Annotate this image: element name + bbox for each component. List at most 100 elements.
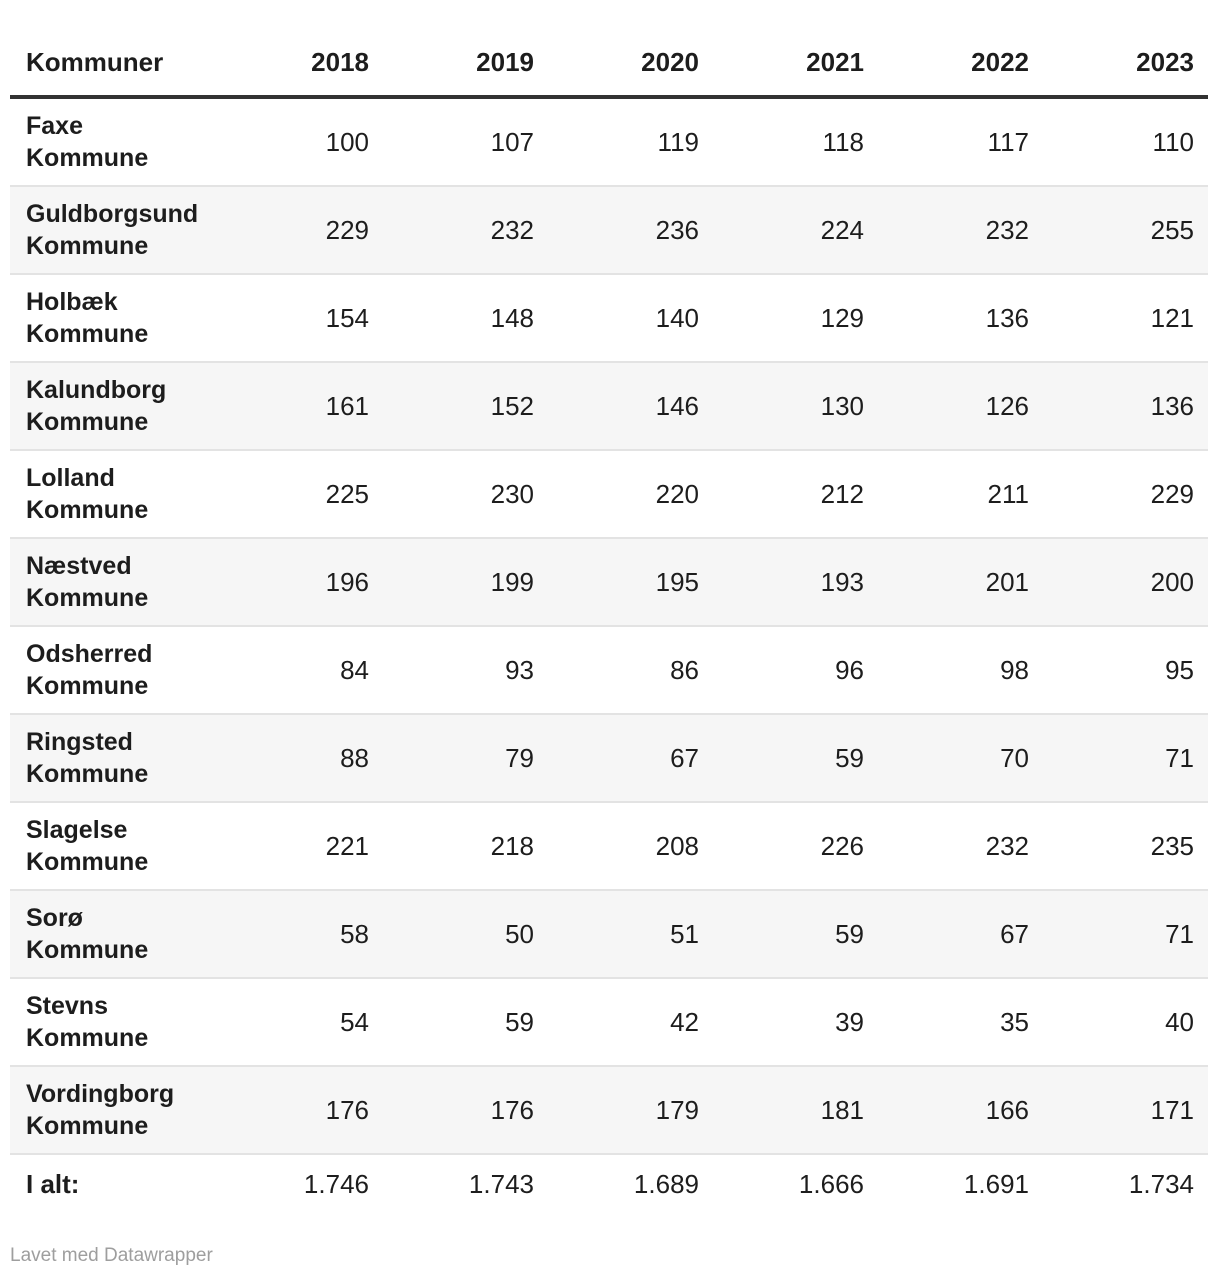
value-cell-2020: 179: [655, 1094, 699, 1125]
value-cell-2019: 59: [505, 1006, 534, 1037]
value-cell-2019: 199: [490, 566, 534, 597]
total-label: I alt:: [26, 1169, 80, 1199]
value-cell-2020: 42: [670, 1006, 699, 1037]
municipality-name: Kalundborg Kommune: [10, 362, 218, 450]
municipality-name: Næstved Kommune: [10, 538, 218, 626]
value-cell-2018: 221: [325, 830, 369, 861]
value-cell-2022: 98: [1000, 654, 1029, 685]
value-cell-2023: 136: [1150, 390, 1194, 421]
municipalities-table: Kommuner 2018 2019 2020 2021 2022 2023 F…: [10, 26, 1208, 1214]
value-cell-2022: 70: [1000, 742, 1029, 773]
value-cell-2020: 140: [655, 302, 699, 333]
table-row-soroe: Sorø Kommune 58 50 51 59 67 71: [10, 890, 1208, 978]
municipality-name-line2: Kommune: [26, 584, 149, 612]
municipality-name-line1: Guldborgsund: [26, 200, 199, 228]
value-cell-2023: 235: [1150, 830, 1194, 861]
value-cell-2021: 181: [820, 1094, 864, 1125]
municipality-name: Sorø Kommune: [10, 890, 218, 978]
value-cell-2019: 93: [505, 654, 534, 685]
municipality-name: Guldborgsund Kommune: [10, 186, 218, 274]
municipality-name-line1: Stevns: [26, 992, 108, 1020]
municipality-name: Vordingborg Kommune: [10, 1066, 218, 1154]
value-cell-2021: 226: [820, 830, 864, 861]
value-cell-2021: 224: [820, 214, 864, 245]
table-row-vordingborg: Vordingborg Kommune 176 176 179 181 166 …: [10, 1066, 1208, 1154]
value-cell-2023: 110: [1152, 126, 1194, 157]
total-cell-2023: 1.734: [1128, 1169, 1194, 1199]
total-cell-2020: 1.689: [633, 1169, 699, 1199]
table-row-lolland: Lolland Kommune 225 230 220 212 211 229: [10, 450, 1208, 538]
value-cell-2021: 130: [820, 390, 864, 421]
total-cell-2021: 1.666: [798, 1169, 864, 1199]
value-cell-2020: 236: [655, 214, 699, 245]
value-cell-2021: 118: [822, 126, 864, 157]
value-cell-2020: 220: [655, 478, 699, 509]
value-cell-2022: 67: [1000, 918, 1029, 949]
municipality-name-line1: Lolland: [26, 464, 115, 492]
municipality-name-line2: Kommune: [26, 232, 149, 260]
value-cell-2022: 232: [985, 830, 1029, 861]
municipality-name-line1: Vordingborg: [26, 1080, 175, 1108]
table-row-slagelse: Slagelse Kommune 221 218 208 226 232 235: [10, 802, 1208, 890]
municipality-name: Holbæk Kommune: [10, 274, 218, 362]
municipality-name: Lolland Kommune: [10, 450, 218, 538]
municipality-name-line2: Kommune: [26, 408, 149, 436]
value-cell-2019: 107: [490, 126, 534, 157]
value-cell-2021: 212: [820, 478, 864, 509]
municipality-name: Slagelse Kommune: [10, 802, 218, 890]
value-cell-2021: 96: [835, 654, 864, 685]
value-cell-2020: 67: [670, 742, 699, 773]
value-cell-2019: 232: [490, 214, 534, 245]
value-cell-2018: 100: [325, 126, 369, 157]
value-cell-2021: 129: [820, 302, 864, 333]
value-cell-2019: 218: [490, 830, 534, 861]
value-cell-2019: 230: [490, 478, 534, 509]
table-body: Faxe Kommune 100 107 119 118 117 110 Gul…: [10, 97, 1208, 1154]
value-cell-2023: 40: [1165, 1006, 1194, 1037]
table-row-ringsted: Ringsted Kommune 88 79 67 59 70 71: [10, 714, 1208, 802]
value-cell-2021: 39: [835, 1006, 864, 1037]
value-cell-2018: 84: [340, 654, 369, 685]
municipality-name: Ringsted Kommune: [10, 714, 218, 802]
total-row: I alt: 1.746 1.743 1.689 1.666 1.691 1.7…: [10, 1154, 1208, 1214]
municipality-name: Stevns Kommune: [10, 978, 218, 1066]
value-cell-2023: 71: [1165, 918, 1194, 949]
table-header: Kommuner 2018 2019 2020 2021 2022 2023: [10, 26, 1208, 99]
column-header-2020: 2020: [548, 26, 713, 99]
value-cell-2022: 126: [985, 390, 1029, 421]
municipality-name-line1: Holbæk: [26, 288, 118, 316]
table-row-kalundborg: Kalundborg Kommune 161 152 146 130 126 1…: [10, 362, 1208, 450]
header-row: Kommuner 2018 2019 2020 2021 2022 2023: [10, 26, 1208, 99]
municipality-name-line2: Kommune: [26, 320, 149, 348]
value-cell-2020: 86: [670, 654, 699, 685]
column-header-2023: 2023: [1043, 26, 1208, 99]
value-cell-2022: 136: [985, 302, 1029, 333]
value-cell-2019: 50: [505, 918, 534, 949]
municipality-name-line1: Faxe: [26, 112, 83, 140]
table-row-stevns: Stevns Kommune 54 59 42 39 35 40: [10, 978, 1208, 1066]
table-row-guldborgsund: Guldborgsund Kommune 229 232 236 224 232…: [10, 186, 1208, 274]
value-cell-2020: 208: [655, 830, 699, 861]
value-cell-2020: 51: [670, 918, 699, 949]
value-cell-2022: 201: [985, 566, 1029, 597]
datawrapper-credit-link[interactable]: Lavet med Datawrapper: [10, 1245, 213, 1266]
value-cell-2018: 58: [340, 918, 369, 949]
value-cell-2018: 88: [340, 742, 369, 773]
value-cell-2021: 193: [820, 566, 864, 597]
table-footer: I alt: 1.746 1.743 1.689 1.666 1.691 1.7…: [10, 1154, 1208, 1214]
value-cell-2022: 166: [985, 1094, 1029, 1125]
value-cell-2018: 154: [325, 302, 369, 333]
value-cell-2019: 176: [490, 1094, 534, 1125]
value-cell-2019: 79: [505, 742, 534, 773]
value-cell-2020: 146: [655, 390, 699, 421]
municipality-name-line1: Odsherred: [26, 640, 153, 668]
total-cell-2018: 1.746: [303, 1169, 369, 1199]
municipality-name-line2: Kommune: [26, 936, 149, 964]
municipality-name-line2: Kommune: [26, 1024, 149, 1052]
column-header-2018: 2018: [218, 26, 383, 99]
column-header-2019: 2019: [383, 26, 548, 99]
table-row-faxe: Faxe Kommune 100 107 119 118 117 110: [10, 97, 1208, 186]
value-cell-2020: 119: [657, 126, 699, 157]
municipality-name-line2: Kommune: [26, 672, 149, 700]
